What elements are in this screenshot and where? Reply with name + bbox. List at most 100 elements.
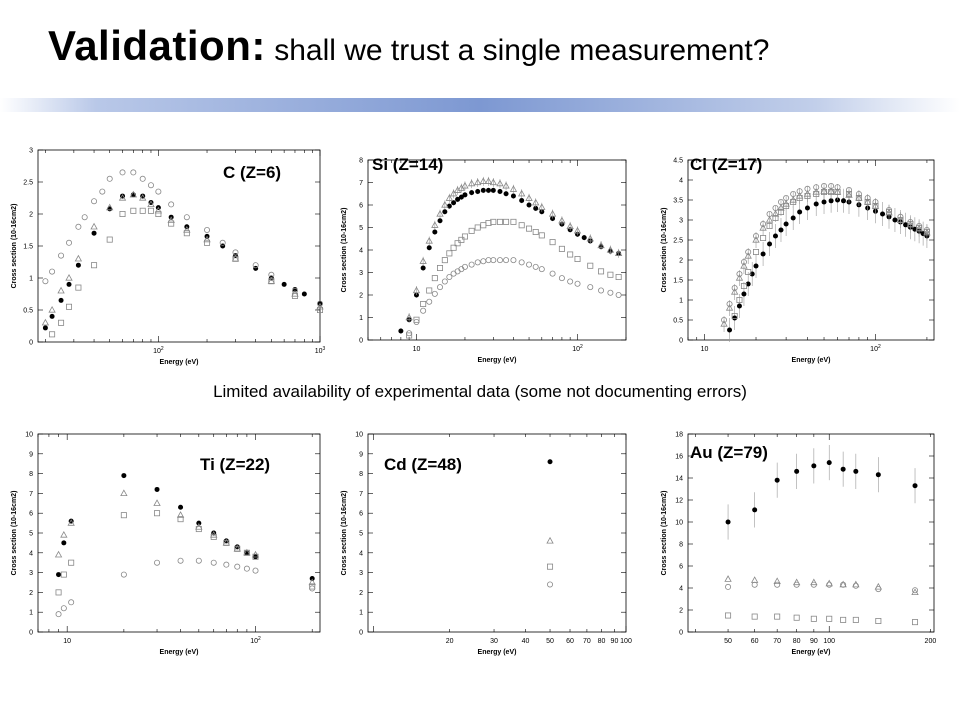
data-point [177,516,184,523]
data-point [68,559,75,566]
data-point [461,233,468,240]
data-point [777,203,785,211]
data-point [119,211,126,218]
y-tick-label: 1.5 [673,278,683,285]
y-tick-label: 8 [359,158,363,165]
data-point [872,199,879,206]
data-point [139,175,146,182]
data-point [892,217,898,223]
data-point [793,581,800,588]
data-point [797,209,803,215]
data-point [441,257,448,264]
data-point [766,223,773,230]
data-point [760,251,766,257]
data-point [810,615,817,622]
data-point [398,328,404,334]
data-point [426,287,433,294]
x-tick-label: 100 [620,638,632,645]
data-point [766,211,773,218]
data-point [726,300,733,307]
data-point [796,188,803,195]
data-point [777,209,784,216]
data-point [176,511,185,518]
data-point [458,194,464,200]
data-point [549,239,556,246]
y-tick-label: 3 [679,218,683,225]
data-point [301,291,307,297]
data-point [66,239,73,246]
data-point [446,250,453,257]
x-tick-exponent: 2 [580,344,583,350]
data-point [406,330,413,337]
x-tick-label: 102 [153,346,164,355]
data-point [232,249,239,256]
data-point [65,273,73,281]
data-point [774,613,781,620]
data-point [790,215,796,221]
chart-title: Ti (Z=22) [200,455,270,474]
title-rest: shall we trust a single measurement? [265,34,770,67]
y-tick-label: 1 [29,610,33,617]
data-point [793,614,800,621]
y-tick-label: 6 [359,203,363,210]
data-point [587,262,594,269]
plot-frame [37,433,321,633]
data-point [518,222,525,229]
data-point [243,549,250,556]
y-tick-label: 9 [29,451,33,458]
data-point [291,287,298,294]
data-point [155,211,162,218]
data-point [614,249,623,256]
data-point [852,616,859,623]
data-point [485,257,492,264]
data-point [517,189,526,197]
series-circle [721,183,930,323]
data-point [468,261,475,268]
data-point [204,239,211,246]
data-point [846,191,853,198]
data-point [484,177,493,184]
data-point [821,199,827,205]
data-point [90,222,98,230]
y-tick-label: 6 [359,511,363,518]
y-tick-label: 5 [29,531,33,538]
data-point [840,616,847,623]
data-point [532,229,539,236]
y-tick-label: 1.5 [23,244,33,251]
data-point [725,519,731,525]
data-point [923,227,930,234]
y-tick-label: 2 [359,293,363,300]
series-triangle [41,190,324,326]
data-point [178,504,184,510]
data-point [923,229,930,236]
data-point [195,557,202,564]
chart-title: Cd (Z=48) [384,455,462,474]
data-point [467,179,476,187]
data-point [744,251,752,259]
data-point [586,234,594,242]
data-point [547,459,553,465]
data-point [496,179,504,187]
data-point [863,197,872,205]
data-point [432,229,438,235]
data-point [828,183,835,190]
y-tick-label: 8 [679,542,683,549]
data-point [309,585,316,592]
data-point [480,222,487,229]
data-point [912,483,918,489]
y-tick-label: 3.5 [673,198,683,205]
data-point [426,298,433,305]
data-point [67,519,75,526]
data-point [485,187,491,193]
data-point [574,256,581,263]
data-point [60,605,67,612]
data-point [120,512,127,519]
data-point [864,195,871,202]
data-point [538,232,545,239]
x-tick-label: 20 [446,638,454,645]
y-tick-label: 5 [359,531,363,538]
data-point [442,209,448,215]
series-square [49,207,323,338]
data-point [897,217,904,224]
data-point [853,468,859,474]
